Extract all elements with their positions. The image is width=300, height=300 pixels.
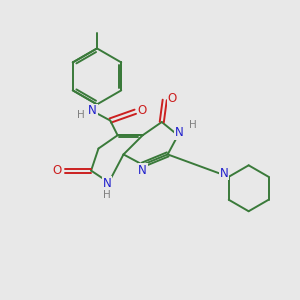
Text: H: H [77, 110, 85, 120]
Text: O: O [167, 92, 177, 105]
Text: H: H [189, 120, 197, 130]
Text: H: H [103, 190, 111, 200]
Text: O: O [52, 164, 62, 177]
Text: N: N [138, 164, 147, 176]
Text: O: O [138, 104, 147, 117]
Text: N: N [175, 126, 184, 139]
Text: N: N [88, 104, 97, 117]
Text: N: N [103, 177, 112, 190]
Text: N: N [220, 167, 229, 180]
